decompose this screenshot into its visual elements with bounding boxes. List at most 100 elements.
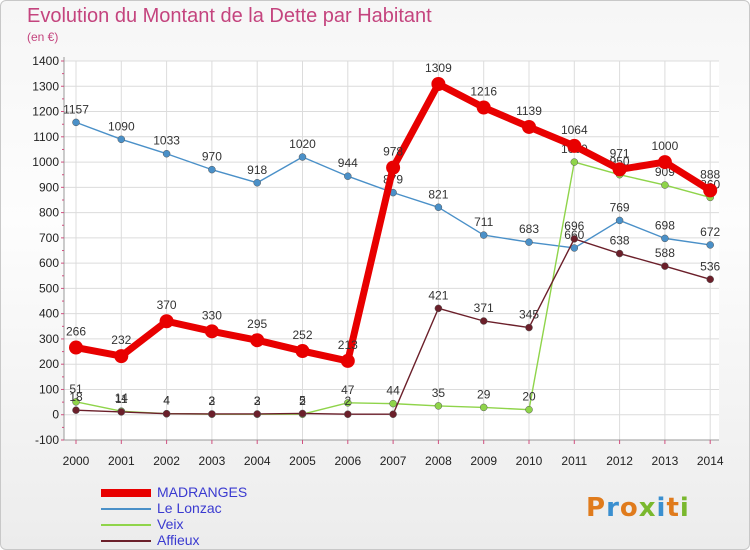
- data-label-affieux: 638: [610, 234, 630, 248]
- y-tick-label: 500: [39, 281, 59, 295]
- legend-swatch: [101, 508, 151, 510]
- data-point-affieux: [525, 323, 533, 332]
- y-tick-label: 0: [52, 408, 59, 422]
- data-label-veix: 29: [477, 387, 491, 401]
- data-label-affieux: 18: [69, 390, 83, 404]
- legend-label: Le Lonzac: [157, 500, 222, 516]
- y-tick-label: 200: [39, 357, 59, 371]
- data-point-veix: [344, 399, 352, 407]
- legend-swatch: [101, 489, 151, 497]
- legend-label: Affieux: [157, 532, 200, 548]
- x-tick-label: 2000: [63, 454, 90, 468]
- data-label-madranges: 370: [157, 298, 177, 312]
- data-point-veix: [72, 398, 80, 406]
- data-label-le-lonzac: 1020: [289, 137, 316, 151]
- data-point-veix: [479, 403, 488, 412]
- data-point-affieux: [253, 410, 261, 418]
- data-label-madranges: 213: [338, 338, 358, 352]
- x-tick-label: 2013: [652, 454, 679, 468]
- data-label-le-lonzac: 1157: [63, 102, 89, 116]
- data-point-le-lonzac: [298, 153, 307, 161]
- data-point-affieux: [434, 304, 443, 313]
- data-label-affieux: 5: [299, 393, 306, 407]
- data-point-le-lonzac: [344, 172, 352, 180]
- legend-swatch: [101, 540, 151, 542]
- data-point-le-lonzac: [615, 216, 624, 225]
- x-tick-label: 2008: [425, 454, 452, 468]
- data-label-affieux: 588: [655, 246, 675, 260]
- data-point-madranges: [612, 162, 627, 177]
- data-label-madranges: 266: [66, 325, 86, 339]
- data-label-le-lonzac: 918: [247, 163, 267, 177]
- x-tick-label: 2002: [153, 454, 180, 468]
- chart-title: Evolution du Montant de la Dette par Hab…: [27, 5, 432, 27]
- data-point-veix: [389, 399, 397, 408]
- data-point-madranges: [386, 160, 401, 175]
- data-point-le-lonzac: [208, 165, 216, 174]
- data-label-affieux: 3: [209, 394, 216, 408]
- y-tick-label: 400: [39, 307, 59, 321]
- data-point-le-lonzac: [706, 241, 714, 249]
- data-point-affieux: [661, 262, 669, 270]
- data-label-veix: 4: [163, 394, 170, 408]
- data-label-madranges: 888: [700, 167, 720, 181]
- data-point-le-lonzac: [479, 231, 488, 239]
- data-point-madranges: [567, 138, 582, 153]
- y-tick-label: 100: [39, 382, 59, 396]
- y-tick-label: 900: [39, 180, 59, 194]
- data-point-le-lonzac: [570, 244, 579, 252]
- data-point-affieux: [706, 275, 714, 284]
- data-point-affieux: [615, 249, 624, 258]
- data-label-veix: 2: [254, 394, 261, 408]
- data-point-le-lonzac: [525, 238, 533, 246]
- data-label-madranges: 1064: [561, 123, 588, 137]
- y-tick-label: 1200: [32, 105, 59, 119]
- data-label-le-lonzac: 711: [474, 215, 493, 229]
- data-label-madranges: 330: [202, 308, 222, 322]
- data-point-madranges: [522, 119, 536, 134]
- data-point-veix: [570, 158, 579, 166]
- data-point-veix: [434, 402, 443, 410]
- x-tick-label: 2011: [561, 454, 587, 468]
- data-label-veix: 47: [341, 383, 355, 397]
- data-label-affieux: 3: [254, 394, 261, 408]
- data-point-madranges: [476, 100, 491, 115]
- data-label-veix: 2: [209, 394, 216, 408]
- y-tick-label: 1000: [32, 155, 59, 169]
- data-point-madranges: [657, 155, 672, 170]
- data-label-madranges: 978: [383, 145, 403, 159]
- data-point-le-lonzac: [434, 203, 443, 212]
- data-label-veix: 14: [115, 391, 129, 405]
- y-tick-label: 300: [39, 332, 59, 346]
- data-point-madranges: [204, 324, 219, 339]
- data-label-affieux: 371: [474, 301, 494, 315]
- data-point-affieux: [72, 406, 80, 414]
- data-point-affieux: [389, 410, 397, 418]
- data-label-le-lonzac: 1033: [153, 134, 180, 148]
- x-tick-label: 2006: [334, 454, 361, 468]
- data-label-affieux: 2: [344, 394, 351, 408]
- data-point-madranges: [431, 76, 446, 91]
- y-tick-label: 800: [39, 206, 59, 220]
- data-label-le-lonzac: 660: [564, 228, 584, 242]
- y-tick-label: 1400: [32, 54, 59, 68]
- data-point-affieux: [570, 235, 579, 243]
- data-label-madranges: 1000: [652, 139, 679, 153]
- y-tick-label: 600: [39, 256, 59, 270]
- data-point-madranges: [250, 333, 265, 348]
- data-label-affieux: 696: [564, 219, 584, 233]
- data-label-le-lonzac: 970: [202, 150, 222, 164]
- data-point-madranges: [703, 183, 718, 198]
- data-point-affieux: [344, 410, 352, 418]
- data-point-madranges: [295, 344, 310, 359]
- data-label-le-lonzac: 698: [655, 218, 675, 232]
- chart-subtitle: (en €): [27, 30, 59, 44]
- data-label-madranges: 1216: [470, 84, 497, 98]
- data-label-affieux: 4: [163, 394, 170, 408]
- x-tick-label: 2010: [516, 454, 543, 468]
- x-tick-label: 2003: [199, 454, 226, 468]
- proxiti-logo: Proxiti: [586, 493, 690, 523]
- data-label-le-lonzac: 821: [428, 187, 448, 201]
